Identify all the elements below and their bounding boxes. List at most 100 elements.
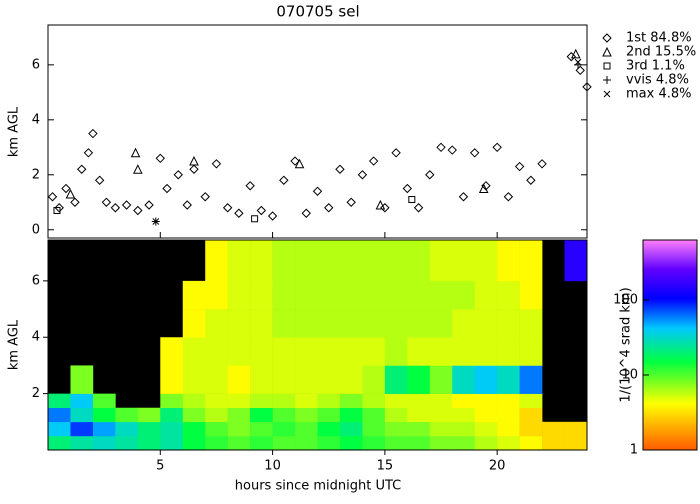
marker	[70, 197, 80, 207]
heatmap-cell	[160, 365, 184, 394]
heatmap-cell	[339, 280, 363, 310]
marker	[162, 183, 172, 194]
marker	[514, 161, 525, 172]
colorbar-tick-label: 1	[630, 443, 638, 458]
heatmap-cell	[362, 337, 386, 366]
marker	[173, 170, 183, 180]
marker	[478, 183, 489, 194]
marker	[380, 203, 390, 213]
heatmap-cell	[182, 407, 206, 423]
legend-marker	[603, 90, 611, 98]
heatmap-cell	[317, 421, 341, 437]
heatmap-cell	[205, 309, 228, 338]
marker	[133, 164, 143, 174]
heatmap-cell	[137, 407, 161, 423]
marker	[447, 145, 457, 155]
heatmap-cell	[250, 407, 273, 423]
heatmap-cell	[407, 435, 431, 451]
heatmap-cell	[384, 407, 408, 423]
heatmap-cell	[362, 365, 386, 394]
heatmap-cell	[70, 407, 94, 423]
heatmap-cell	[137, 435, 161, 451]
heatmap-cell	[519, 280, 543, 310]
marker	[357, 170, 368, 180]
y-tick-label: 6	[32, 273, 40, 288]
heatmap-cell	[429, 240, 453, 282]
y-tick-label: 2	[32, 167, 40, 182]
marker	[537, 159, 547, 169]
heatmap-cell	[452, 421, 476, 437]
heatmap-cell	[160, 407, 184, 423]
marker	[222, 203, 233, 213]
marker	[335, 164, 345, 174]
heatmap-cell	[70, 365, 94, 394]
heatmap-cell	[272, 393, 296, 409]
marker	[566, 51, 576, 62]
heatmap-cell	[339, 407, 363, 423]
heatmap-cell	[317, 337, 341, 366]
heatmap-cell	[295, 421, 318, 437]
heatmap-cell	[205, 407, 228, 423]
heatmap-cell	[250, 393, 273, 409]
marker	[144, 200, 154, 210]
heatmap-cell	[339, 421, 363, 437]
heatmap-cell	[339, 309, 363, 338]
colorbar-frame	[642, 239, 698, 451]
marker	[53, 207, 61, 215]
heatmap-cell	[407, 393, 431, 409]
heatmap-cell	[362, 421, 386, 437]
heatmap-cell	[70, 435, 94, 451]
heatmap-cell	[429, 309, 453, 338]
legend-label: 1st 84.8%	[626, 31, 692, 46]
heatmap-cell	[160, 435, 184, 451]
heatmap-cell	[407, 240, 431, 282]
heatmap-cell	[205, 435, 228, 451]
marker	[121, 200, 132, 210]
heatmap-cell	[384, 309, 408, 338]
heatmap-cell	[407, 421, 431, 437]
marker	[391, 148, 401, 158]
heatmap-cell	[384, 240, 408, 282]
heatmap-cell	[227, 435, 251, 451]
heatmap-cell	[542, 435, 565, 451]
heatmap-cell	[339, 435, 363, 451]
marker	[436, 142, 446, 153]
heatmap-cell	[115, 407, 139, 423]
heatmap-cell	[205, 337, 228, 366]
heatmap-cell	[519, 337, 543, 366]
heatmap-cell	[519, 309, 543, 338]
marker	[290, 156, 300, 166]
heatmap-cell	[317, 435, 341, 451]
heatmap-cell	[362, 280, 386, 310]
heatmap-cell	[272, 365, 296, 394]
heatmap-cell	[272, 337, 296, 366]
y-tick-label: 2	[32, 386, 40, 401]
heatmap-cell	[452, 337, 476, 366]
marker	[101, 197, 112, 207]
heatmap-cell	[182, 309, 206, 338]
heatmap-cell	[295, 435, 318, 451]
heatmap-cell	[407, 407, 431, 423]
heatmap-cell	[384, 365, 408, 394]
colorbar-tick-label: 10	[621, 367, 638, 382]
marker	[256, 205, 267, 216]
x-tick-label: 10	[264, 459, 281, 474]
heatmap-cell	[115, 435, 139, 451]
marker	[503, 192, 514, 202]
heatmap-cell	[182, 365, 206, 394]
heatmap-cell	[564, 421, 588, 437]
marker	[94, 175, 105, 185]
heatmap-cell	[429, 280, 453, 310]
heatmap-cell	[384, 421, 408, 437]
heatmap-cell	[250, 240, 273, 282]
heatmap-cell	[250, 309, 273, 338]
marker	[425, 170, 435, 180]
plot-frame	[47, 24, 588, 239]
heatmap-cell	[362, 309, 386, 338]
heatmap-cell	[362, 407, 386, 423]
heatmap-cell	[429, 337, 453, 366]
heatmap-cell	[317, 393, 341, 409]
heatmap-cell	[407, 365, 431, 394]
heatmap-cell	[295, 309, 318, 338]
heatmap-cell	[272, 421, 296, 437]
